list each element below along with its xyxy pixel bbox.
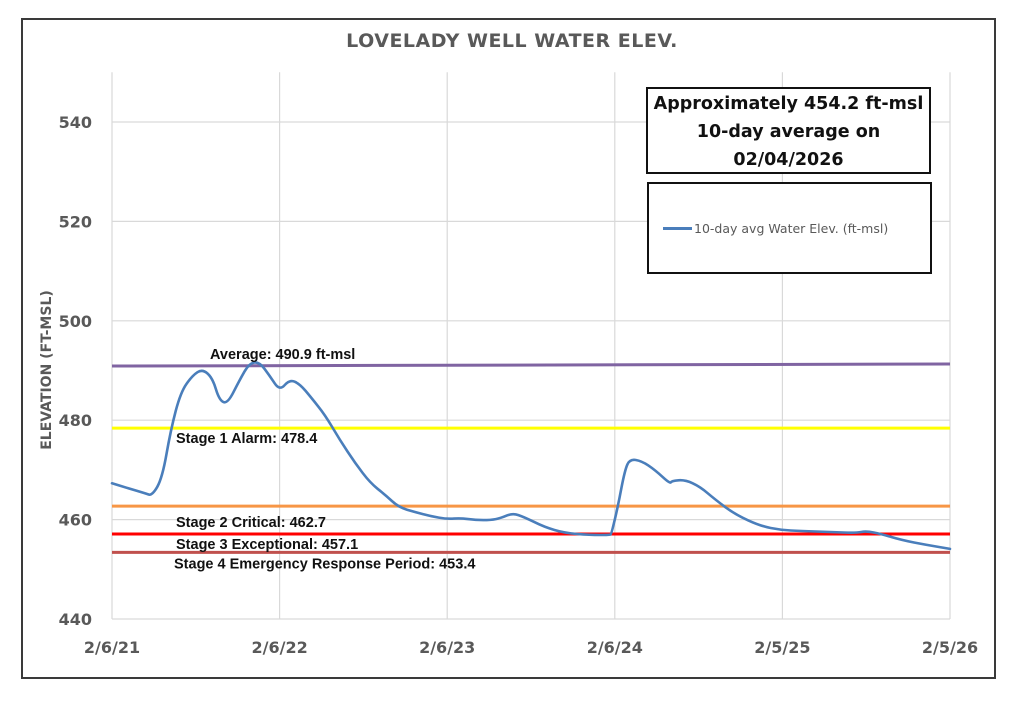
average-label: Average: 490.9 ft-msl	[210, 347, 355, 363]
y-tick-label: 480	[59, 411, 92, 430]
chart-title: LOVELADY WELL WATER ELEV.	[346, 30, 678, 52]
reference-lines	[111, 362, 951, 554]
y-tick-label: 460	[59, 511, 92, 530]
legend: 10-day avg Water Elev. (ft-msl)	[647, 182, 932, 274]
legend-label: 10-day avg Water Elev. (ft-msl)	[694, 221, 889, 236]
series-line-water-elevation	[110, 361, 952, 551]
stage-4-label: Stage 4 Emergency Response Period: 453.4	[174, 556, 475, 572]
stage-1-label: Stage 1 Alarm: 478.4	[176, 431, 317, 447]
annotation-line-1: Approximately 454.2 ft-msl	[653, 94, 924, 114]
y-tick-label: 540	[59, 113, 92, 132]
y-axis-label: ELEVATION (FT-MSL)	[39, 290, 55, 450]
y-tick-label: 440	[59, 610, 92, 629]
x-tick-label: 2/6/22	[251, 638, 307, 657]
y-tick-label: 500	[59, 312, 92, 331]
legend-item: 10-day avg Water Elev. (ft-msl)	[663, 221, 888, 236]
y-axis: 440 460 480 500 520 540	[59, 113, 92, 629]
x-tick-label: 2/5/26	[922, 638, 978, 657]
x-tick-label: 2/6/23	[419, 638, 475, 657]
annotation-box: Approximately 454.2 ft-msl 10-day averag…	[646, 87, 931, 174]
annotation-line-3: 02/04/2026	[733, 150, 844, 170]
x-tick-label: 2/6/24	[587, 638, 643, 657]
x-tick-label: 2/6/21	[84, 638, 140, 657]
legend-swatch	[663, 227, 692, 230]
series-layer	[110, 361, 952, 551]
stage-2-label: Stage 2 Critical: 462.7	[176, 515, 326, 531]
y-tick-label: 520	[59, 212, 92, 231]
average-line	[111, 362, 951, 368]
reference-labels: Average: 490.9 ft-msl Stage 1 Alarm: 478.…	[174, 347, 475, 572]
chart-frame	[21, 18, 996, 679]
x-axis: 2/6/21 2/6/22 2/6/23 2/6/24 2/5/25 2/5/26	[84, 638, 978, 657]
stage-3-label: Stage 3 Exceptional: 457.1	[176, 537, 358, 553]
annotation-line-2: 10-day average on	[696, 122, 881, 142]
x-tick-label: 2/5/25	[754, 638, 810, 657]
